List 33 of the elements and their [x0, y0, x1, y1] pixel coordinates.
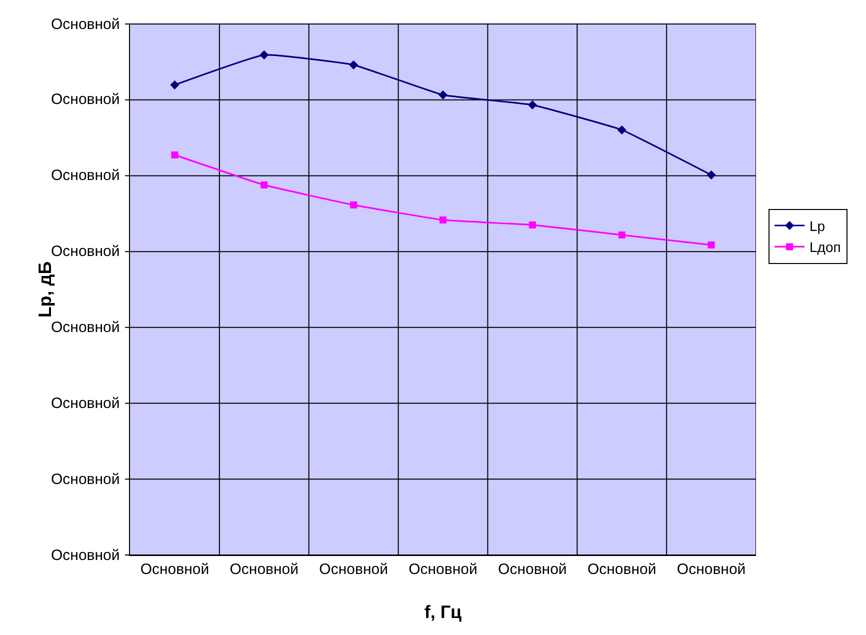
- point: [708, 241, 715, 248]
- x-tick-label: Основной: [676, 561, 746, 578]
- point: [170, 80, 180, 90]
- point: [260, 50, 269, 60]
- point: [617, 125, 626, 134]
- point: [440, 216, 446, 224]
- point: [438, 90, 448, 100]
- point: [706, 170, 716, 180]
- legend-label: Lдоп: [810, 239, 841, 256]
- x-tick-label: Основной: [319, 561, 388, 578]
- point: [349, 60, 358, 70]
- x-tick-label: Основной: [408, 561, 478, 578]
- text: Основной: [51, 243, 120, 260]
- text: Основной: [51, 16, 120, 33]
- x-tick-label: Основной: [587, 561, 656, 578]
- x-tick-label: Основной: [230, 561, 299, 578]
- point: [528, 100, 537, 110]
- legend-label: Lp: [810, 218, 826, 234]
- text: Основной: [51, 471, 120, 488]
- point: [171, 151, 178, 158]
- y-axis-title: Lp, дБ: [35, 261, 56, 318]
- text: Основной: [51, 547, 120, 564]
- x-axis-title: f, Гц: [424, 602, 462, 622]
- point: [618, 231, 626, 238]
- x-tick-label: Основной: [140, 561, 210, 578]
- text: Основной: [51, 167, 120, 184]
- text: Основной: [51, 395, 120, 412]
- point: [260, 181, 268, 188]
- point: [528, 221, 536, 228]
- x-tick-label: Основной: [498, 561, 567, 578]
- point: [350, 201, 358, 208]
- text: Основной: [51, 319, 120, 336]
- text: Основной: [51, 91, 120, 108]
